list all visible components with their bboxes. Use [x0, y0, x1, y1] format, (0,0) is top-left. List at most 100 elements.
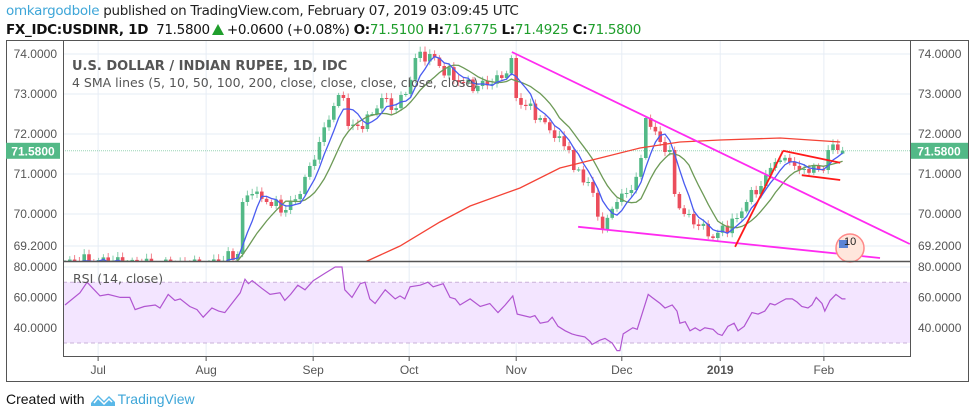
- candle-body: [284, 210, 288, 213]
- rsi-tick-label-left: 60.0000: [14, 290, 58, 304]
- candle-body: [341, 95, 346, 98]
- footer: Created with TradingView: [6, 391, 195, 407]
- last-price-badge-left: [6, 142, 60, 159]
- candle-body: [586, 182, 590, 183]
- candle-body: [274, 199, 278, 206]
- rsi-line: [64, 266, 846, 352]
- candle-body: [471, 79, 475, 92]
- candle-body: [250, 194, 254, 196]
- high-label: H:: [427, 22, 444, 38]
- candle-body: [418, 51, 422, 58]
- low-value: 71.4925: [514, 22, 569, 38]
- candle-body: [356, 124, 360, 126]
- time-tick-label: Aug: [195, 363, 216, 377]
- price-tick-label-right: 74.0000: [918, 47, 962, 61]
- time-tick-label: 2019: [707, 363, 734, 377]
- rsi-tick-label-right: 40.0000: [918, 321, 962, 335]
- candle-body: [255, 191, 259, 194]
- candle-body: [740, 211, 744, 218]
- candle-body: [197, 259, 202, 262]
- candle-body: [543, 118, 547, 123]
- drawings[interactable]: [511, 51, 911, 259]
- candle-body: [658, 131, 662, 142]
- candle-body: [836, 144, 840, 150]
- candle-body: [648, 118, 653, 127]
- candle-body: [101, 257, 106, 260]
- high-value: 71.6775: [443, 22, 498, 38]
- candle-body: [764, 175, 768, 186]
- candle-body: [432, 54, 437, 58]
- candle-body: [423, 51, 427, 62]
- candle-body: [327, 119, 331, 128]
- author-link[interactable]: omkargodbole: [6, 3, 100, 19]
- candle-body: [389, 98, 394, 110]
- candle-body: [394, 108, 398, 110]
- candle-body: [476, 86, 480, 92]
- time-tick-label: Sep: [302, 363, 324, 377]
- candle-body: [365, 114, 370, 130]
- candle-body: [226, 251, 230, 261]
- time-tick-label: Feb: [814, 363, 835, 377]
- candle-body: [519, 98, 523, 105]
- candle-body: [413, 58, 418, 80]
- symbol-quote-line: FX_IDC:USDINR, 1D 71.5800 +0.0600 (+0.08%…: [6, 22, 641, 38]
- candle-body: [711, 236, 715, 238]
- last-price-badge-right: [911, 142, 968, 159]
- time-tick-label: Dec: [611, 363, 632, 377]
- candle-body: [456, 80, 461, 82]
- candle-body: [298, 194, 302, 200]
- candle-body: [576, 169, 581, 171]
- flag-icon: [839, 240, 848, 248]
- candle-body: [744, 202, 749, 212]
- rsi-tick-label-right: 80.0000: [918, 260, 962, 274]
- candle-body: [557, 136, 562, 138]
- tradingview-logo-icon: [90, 395, 115, 406]
- candle-body: [596, 192, 600, 217]
- candle-body: [495, 75, 499, 84]
- candle-body: [212, 259, 216, 262]
- candle-body: [663, 142, 667, 152]
- candle-body: [144, 258, 149, 262]
- candle-body: [303, 176, 307, 194]
- candle-body: [216, 259, 221, 262]
- candle-body: [375, 108, 379, 114]
- tradingview-link[interactable]: TradingView: [117, 391, 195, 407]
- event-badge[interactable]: 10: [835, 233, 865, 263]
- candle-body: [514, 58, 518, 98]
- sma-10-line: [64, 64, 843, 262]
- axes: Jul Aug Sep Oct Nov Dec 2019 Feb 74.0000 74.0000 7…: [6, 47, 968, 377]
- candle-body: [807, 168, 811, 173]
- candle-body: [792, 162, 797, 166]
- open-label: O:: [353, 22, 371, 38]
- candle-body: [788, 157, 792, 162]
- publish-info: omkargodbole published on TradingView.co…: [6, 3, 519, 19]
- candle-body: [509, 58, 514, 74]
- candle-body: [644, 118, 648, 158]
- rsi-label: RSI (14, close): [73, 271, 163, 286]
- time-tick-label: Jul: [90, 363, 105, 377]
- candle-body: [754, 189, 758, 195]
- candle-body: [816, 166, 821, 170]
- sma-lines: [64, 55, 844, 262]
- last-price: 71.5800: [156, 22, 210, 38]
- candle-body: [572, 150, 576, 170]
- candle-body: [485, 80, 490, 86]
- price-tick-label-right: 71.0000: [918, 167, 962, 181]
- candle-body: [735, 218, 739, 219]
- last-price-label-right: 71.5800: [917, 144, 961, 158]
- price-tick-label-left: 71.0000: [14, 167, 58, 181]
- candle-body: [106, 257, 110, 262]
- up-triangle-icon: [211, 24, 224, 35]
- symbol-name: FX_IDC:USDINR, 1D: [6, 22, 149, 38]
- candle-body: [260, 191, 264, 199]
- candle-body: [725, 225, 730, 234]
- candle-body: [120, 257, 125, 262]
- flagpole-line: [734, 150, 784, 248]
- flag-upper-line: [782, 149, 841, 164]
- candle-body: [293, 199, 298, 201]
- candle-body: [706, 223, 710, 237]
- price-tick-label-right: 70.0000: [918, 207, 962, 221]
- candle-body: [701, 223, 706, 226]
- candle-body: [749, 189, 754, 202]
